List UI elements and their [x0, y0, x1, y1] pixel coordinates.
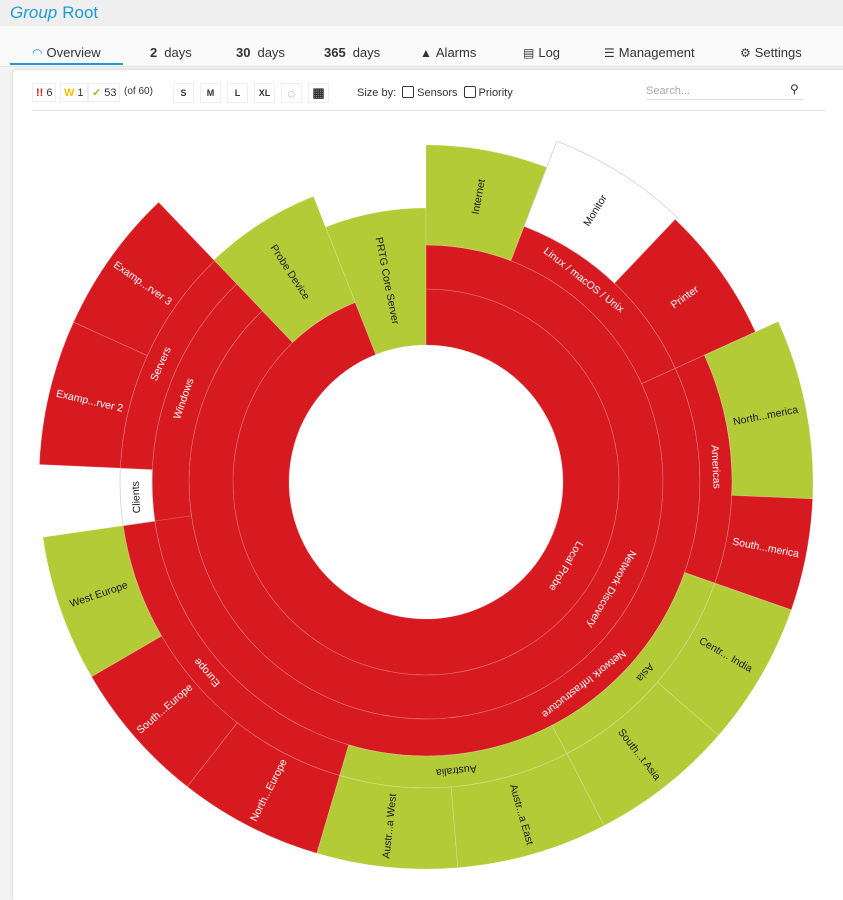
- checkbox-icon: [402, 86, 415, 98]
- checkbox-label: Sensors: [417, 87, 458, 99]
- warning-count: 1: [77, 86, 84, 99]
- up-count-filter[interactable]: ✓ 53: [88, 83, 121, 102]
- tab-label: days: [352, 45, 381, 60]
- warning-icon: ▲: [420, 45, 432, 60]
- tab-label: Settings: [754, 45, 802, 60]
- page-header: Group Root: [0, 0, 843, 26]
- grid-icon: ▦: [312, 85, 325, 100]
- size-s-button[interactable]: S: [173, 83, 194, 103]
- tab-label: Alarms: [435, 45, 477, 60]
- segment-asia[interactable]: [551, 572, 716, 755]
- segment-windows[interactable]: [151, 283, 263, 522]
- tiles-view-button[interactable]: ▦: [308, 83, 329, 103]
- tab-label: days: [164, 45, 192, 60]
- size-l-button[interactable]: L: [227, 83, 248, 103]
- segment-clients[interactable]: [119, 467, 156, 527]
- tab-num: 30: [236, 45, 251, 60]
- gear-icon: ⚙: [740, 45, 751, 60]
- tab-30-days[interactable]: 30 days: [236, 45, 285, 60]
- tab-alarms[interactable]: ▲ Alarms: [420, 45, 476, 60]
- segment-examp-rver-3[interactable]: [73, 201, 216, 357]
- checkbox-icon: [463, 86, 476, 98]
- checkbox-label: Priority: [478, 87, 513, 99]
- segment-austr-a-west[interactable]: [316, 775, 459, 870]
- tab-2-days[interactable]: 2 days: [150, 45, 192, 60]
- segment-south-europe[interactable]: [90, 635, 238, 788]
- down-icon: !!: [36, 86, 44, 99]
- title-prefix: Group: [10, 3, 58, 22]
- page-title: Group Root: [10, 3, 98, 23]
- sunburst-icon: ◌: [287, 85, 296, 101]
- tab-label: Overview: [46, 45, 101, 60]
- segment-americas[interactable]: [674, 354, 733, 584]
- segment-examp-rver-2[interactable]: [38, 321, 148, 469]
- size-by-label: Size by:: [357, 86, 397, 99]
- segment-australia[interactable]: [339, 724, 568, 789]
- tab-log[interactable]: ▤ Log: [523, 45, 560, 60]
- search-input[interactable]: [646, 82, 803, 100]
- segment-west-europe[interactable]: [42, 525, 163, 678]
- log-icon: ▤: [523, 45, 535, 60]
- segment-local-probe[interactable]: [232, 288, 620, 676]
- segment-servers[interactable]: [119, 260, 238, 470]
- search-icon[interactable]: ⚲: [790, 82, 799, 96]
- size-xl-button[interactable]: XL: [254, 83, 275, 103]
- segment-north-merica[interactable]: [703, 320, 814, 500]
- up-count: 53: [104, 86, 117, 99]
- tab-num: 365: [324, 45, 346, 60]
- tab-settings[interactable]: ⚙ Settings: [740, 45, 802, 60]
- tab-bar: ◠ Overview 2 days 30 days 365 days ▲ Alarms ▤…: [0, 26, 843, 67]
- tab-label: Management: [618, 45, 695, 60]
- tab-num: 2: [150, 45, 158, 60]
- gauge-icon: ◠: [32, 45, 43, 60]
- tab-overview[interactable]: ◠ Overview: [10, 45, 123, 65]
- warning-icon: W: [64, 86, 75, 99]
- size-m-button[interactable]: M: [200, 83, 221, 103]
- segment-network-discovery[interactable]: [188, 244, 664, 720]
- tab-management[interactable]: ☰ Management: [604, 45, 695, 60]
- size-by-sensors-checkbox[interactable]: Sensors: [402, 86, 458, 99]
- tab-label: days: [257, 45, 285, 60]
- down-count: 6: [46, 86, 53, 99]
- title-name: Root: [62, 3, 99, 22]
- segment-south-merica[interactable]: [714, 494, 814, 611]
- segment-printer[interactable]: [614, 218, 756, 369]
- tab-365-days[interactable]: 365 days: [324, 45, 380, 60]
- tab-label: Log: [538, 45, 561, 60]
- total-count: (of 60): [124, 86, 153, 97]
- down-count-filter[interactable]: !! 6: [32, 83, 57, 102]
- size-by: Size by: Sensors Priority: [357, 86, 513, 99]
- size-by-priority-checkbox[interactable]: Priority: [463, 86, 513, 99]
- segment-monitor[interactable]: [523, 140, 678, 284]
- segment-probe-device[interactable]: [213, 195, 356, 344]
- check-icon: ✓: [92, 87, 102, 99]
- sliders-icon: ☰: [604, 45, 615, 60]
- segment-network-infrastructure[interactable]: [154, 367, 701, 757]
- sunburst-view-button[interactable]: ◌: [281, 83, 302, 103]
